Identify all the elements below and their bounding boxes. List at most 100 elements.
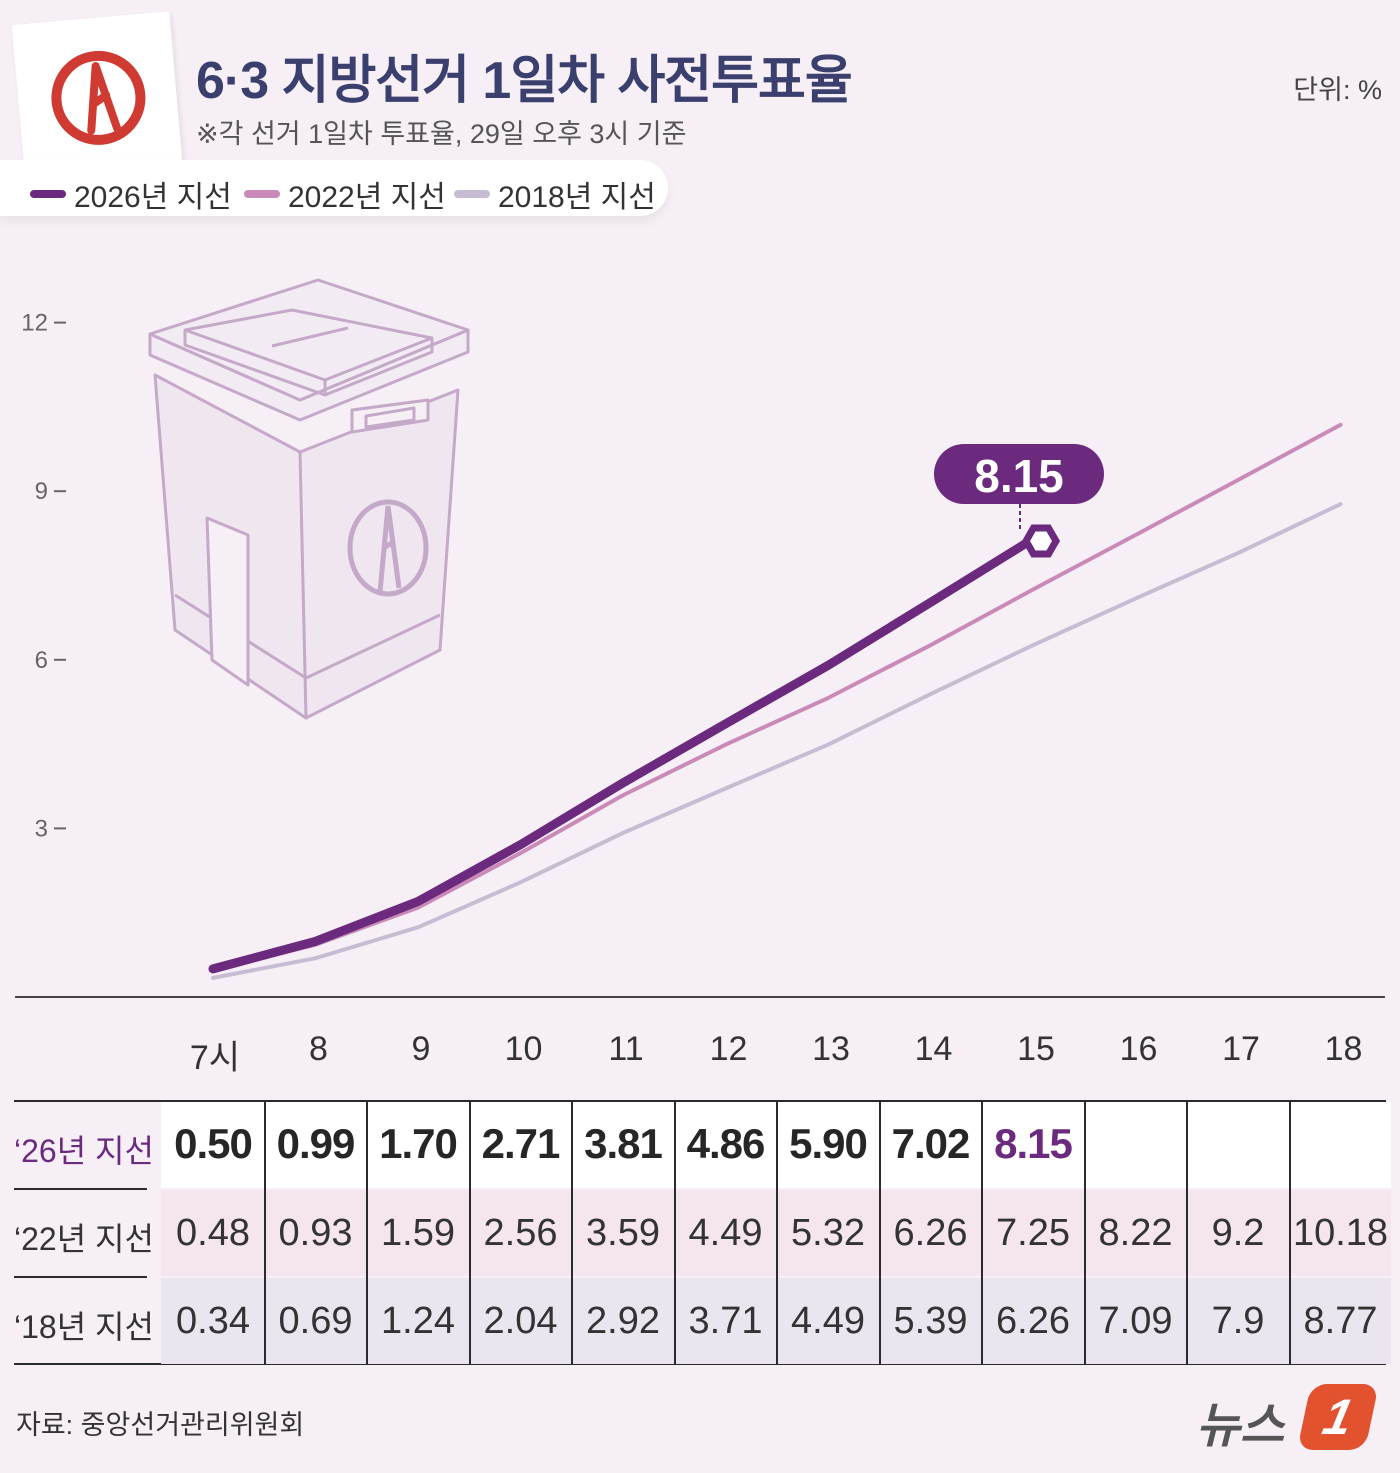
legend-label-2018: 2018년 지선 (498, 181, 656, 214)
legend-label-2022: 2022년 지선 (288, 181, 446, 214)
column-divider (571, 1100, 573, 1365)
table-cell: 0.99 (276, 1120, 356, 1167)
table-cell-bg (263, 1102, 366, 1188)
unit-label: 단위: % (1293, 75, 1382, 105)
table-cell-bg (776, 1190, 879, 1276)
table-cell-bg (468, 1190, 571, 1276)
table-cell: 1.70 (379, 1120, 458, 1167)
table-cell-bg (161, 1190, 264, 1276)
row-label: ‘18년 지선 (14, 1309, 154, 1345)
table-cell-bg (263, 1278, 366, 1364)
table-cell-bg (878, 1278, 981, 1364)
table-cell-bg (468, 1102, 571, 1188)
table-cell-bg (161, 1102, 264, 1188)
ballot-box-icon (148, 278, 470, 720)
column-divider (981, 1100, 983, 1365)
legend-swatch-2022 (244, 190, 280, 198)
table-cell-bg (1288, 1102, 1391, 1188)
table-cell: 1.59 (381, 1212, 455, 1254)
table-cell-bg (981, 1190, 1084, 1276)
table-cell-bg (878, 1190, 981, 1276)
table-cell-bg (1186, 1102, 1289, 1188)
page-title: 6·3 지방선거 1일차 사전투표율 (196, 52, 853, 110)
table-cell-bg (1186, 1190, 1289, 1276)
table-cell-bg (1083, 1102, 1186, 1188)
legend-swatch-2026 (30, 190, 66, 198)
table-cell: 6.26 (996, 1300, 1070, 1342)
table-cell: 3.81 (584, 1120, 663, 1167)
x-tick-label: 8 (309, 1030, 328, 1068)
table-cell: 3.71 (688, 1300, 763, 1342)
row-divider (14, 1276, 147, 1278)
column-divider (1186, 1100, 1188, 1365)
table-cell: 6.26 (893, 1212, 968, 1254)
table-cell-bg (981, 1278, 1084, 1364)
legend-item-2018: 2018년 지선 (454, 172, 656, 216)
x-tick-label: 17 (1222, 1030, 1260, 1068)
x-tick-label: 12 (709, 1030, 748, 1068)
table-cell: 4.49 (688, 1212, 763, 1254)
table-cell-bg (673, 1190, 776, 1276)
x-tick-label: 16 (1119, 1030, 1158, 1068)
table-cell-bg (776, 1278, 879, 1364)
series-line-2026 (208, 534, 1038, 974)
column-divider (366, 1100, 368, 1365)
legend: 2026년 지선 2022년 지선 2018년 지선 (0, 160, 668, 216)
column-divider (1288, 1100, 1291, 1365)
table-cell: 0.93 (278, 1212, 353, 1254)
y-axis: 3 6 9 12 (21, 310, 66, 842)
table-cell-bg (161, 1278, 264, 1364)
table-cell-bg (468, 1278, 571, 1364)
table-cell-bg (673, 1278, 776, 1364)
table-cell: 5.32 (791, 1212, 865, 1254)
series-lines (208, 422, 1343, 980)
line-chart: 3 6 9 12 8.15 (15, 278, 1385, 998)
y-tick-label: 3 (35, 815, 48, 842)
table-cell-bg (673, 1102, 776, 1188)
table-cell-bg (1083, 1190, 1186, 1276)
series-end-marker (1021, 524, 1061, 558)
brand-badge: 1 (1296, 1384, 1380, 1450)
row-label: ‘26년 지선 (14, 1133, 154, 1169)
x-tick-label: 14 (914, 1030, 953, 1068)
table-cell: 3.59 (586, 1212, 660, 1254)
table-cell-bg (366, 1102, 469, 1188)
x-tick-label: 10 (504, 1030, 543, 1068)
brand-logo: 뉴스 1 (1196, 1382, 1386, 1453)
table-cell: 7.09 (1098, 1300, 1173, 1342)
table-top-line (14, 1100, 1386, 1102)
x-tick-label: 13 (812, 1030, 850, 1068)
ballot-mark-icon (51, 50, 146, 145)
table-cell-bg (1186, 1278, 1289, 1364)
y-tick-label: 9 (35, 478, 48, 505)
table-cell-bg (571, 1102, 674, 1188)
column-divider (673, 1100, 676, 1365)
table-cell: 2.56 (483, 1212, 558, 1254)
series-line-2022 (211, 422, 1343, 973)
table-cell: 0.48 (176, 1212, 250, 1254)
legend-item-2026: 2026년 지선 (30, 172, 232, 216)
x-tick-label: 18 (1324, 1030, 1363, 1068)
table-cell-bg (1083, 1278, 1186, 1364)
column-divider (776, 1100, 778, 1365)
page-subtitle: ※각 선거 1일차 투표율, 29일 오후 3시 기준 (196, 119, 687, 149)
table-cell: 10.18 (1292, 1212, 1389, 1254)
table-cell: 7.02 (891, 1120, 971, 1167)
table-cell-bg (366, 1190, 469, 1276)
table-cell-bg (366, 1278, 469, 1364)
x-tick-label: 7시 (189, 1039, 241, 1077)
table-cell: 4.86 (686, 1120, 766, 1167)
column-divider (878, 1100, 881, 1365)
table-cell: 0.50 (174, 1120, 253, 1167)
table-cell: 8.15 (994, 1120, 1073, 1167)
table-cell: 5.90 (789, 1120, 868, 1167)
table-cell: 0.69 (278, 1300, 353, 1342)
value-callout: 8.15 (934, 444, 1104, 530)
table-bottom-line (14, 1363, 1386, 1365)
table-cell-bg (571, 1278, 674, 1364)
table-cell: 0.34 (176, 1300, 250, 1342)
table-cell: 8.22 (1098, 1212, 1173, 1254)
legend-item-2022: 2022년 지선 (244, 172, 446, 216)
y-tick-label: 12 (21, 310, 48, 337)
table-cell: 2.04 (483, 1300, 558, 1342)
